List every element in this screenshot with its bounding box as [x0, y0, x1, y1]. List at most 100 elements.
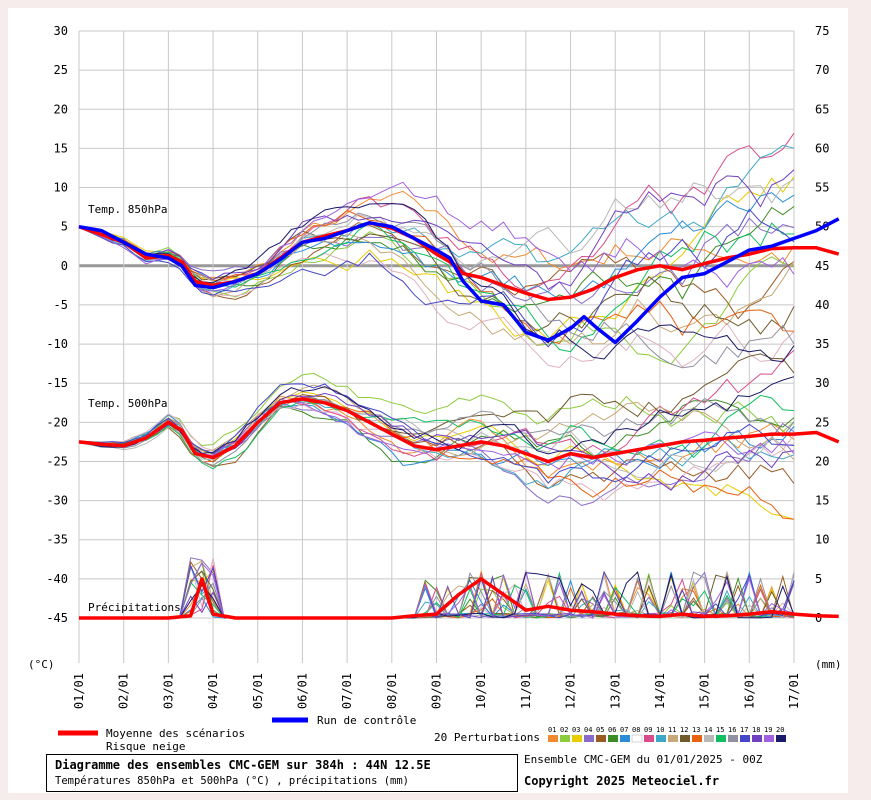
- pert-swatch: [620, 735, 630, 742]
- footer-title-box: Diagramme des ensembles CMC-GEM sur 384h…: [46, 754, 518, 792]
- perturbation-legend: 01 02 03 04 05 06 07 08 09 10 11 12 13 14 15 16 17 18 19 20: [548, 726, 786, 743]
- pert-number: 10: [656, 726, 664, 734]
- pert-number: 08: [632, 726, 640, 734]
- ensemble-mean-line-t500: [78, 397, 840, 464]
- pert-swatch: [608, 735, 618, 742]
- t850-label: Temp. 850hPa: [88, 203, 167, 216]
- pert-number: 05: [596, 726, 604, 734]
- right-tick-label: 5: [815, 572, 822, 586]
- pert-number: 01: [548, 726, 556, 734]
- left-tick-label: 15: [54, 141, 68, 155]
- pert-swatch: [631, 734, 643, 743]
- x-tick-label: 06/01: [295, 673, 309, 709]
- perturbation-line: [78, 225, 795, 335]
- right-tick-label: 40: [815, 298, 829, 312]
- perturbation-line: [78, 394, 795, 470]
- legend-control-label: Run de contrôle: [317, 714, 416, 727]
- footer-copyright: Copyright 2025 Meteociel.fr: [524, 774, 720, 788]
- pert-swatch: [704, 735, 714, 742]
- pert-swatch: [692, 735, 702, 742]
- perturbation-line: [78, 176, 795, 341]
- left-tick-label: -45: [46, 611, 68, 625]
- right-tick-label: 30: [815, 376, 829, 390]
- right-tick-label: 70: [815, 63, 829, 77]
- left-tick-label: 5: [61, 220, 68, 234]
- footer-subtitle: Températures 850hPa et 500hPa (°C) , pré…: [55, 775, 410, 787]
- left-tick-label: -30: [46, 494, 68, 508]
- x-tick-label: 11/01: [519, 673, 533, 709]
- grid-lines: [78, 30, 795, 663]
- pert-swatch: [740, 735, 750, 742]
- x-tick-label: 10/01: [474, 673, 488, 709]
- right-tick-label: 0: [815, 611, 822, 625]
- pert-number: 13: [692, 726, 700, 734]
- pert-number: 15: [716, 726, 724, 734]
- x-tick-label: 08/01: [385, 673, 399, 709]
- pert-number: 18: [752, 726, 760, 734]
- perturbation-line: [78, 203, 795, 363]
- right-tick-label: 25: [815, 415, 829, 429]
- right-tick-label: 20: [815, 454, 829, 468]
- perturbation-line: [78, 178, 795, 283]
- left-tick-label: 0: [61, 259, 68, 273]
- pert-swatch: [716, 735, 726, 742]
- pert-number: 12: [680, 726, 688, 734]
- right-tick-label: 60: [815, 141, 829, 155]
- perturbation-line: [78, 383, 795, 484]
- pert-swatch: [752, 735, 762, 742]
- pert-number: 09: [644, 726, 652, 734]
- perturbation-line: [78, 397, 795, 466]
- x-tick-label: 12/01: [564, 673, 578, 709]
- x-tick-label: 14/01: [653, 673, 667, 709]
- x-axis-ticks: 01/01 02/01 03/01 04/01 05/01 06/01 07/01 08/01…: [72, 673, 801, 709]
- pert-number: 03: [572, 726, 580, 734]
- right-unit-label: (mm): [815, 658, 842, 671]
- x-tick-label: 07/01: [340, 673, 354, 709]
- left-tick-label: -20: [46, 415, 68, 429]
- perturbation-line: [78, 349, 795, 461]
- right-tick-label: 75: [815, 24, 829, 38]
- pert-swatch: [596, 735, 606, 742]
- pert-number: 02: [560, 726, 568, 734]
- footer-title: Diagramme des ensembles CMC-GEM sur 384h…: [55, 758, 431, 772]
- pert-swatch: [584, 735, 594, 742]
- pert-swatch: [644, 735, 654, 742]
- ensemble-mean-line-precip: [79, 577, 839, 620]
- right-tick-label: 15: [815, 494, 829, 508]
- left-tick-label: 20: [54, 102, 68, 116]
- left-tick-label: -40: [46, 572, 68, 586]
- perturbation-line: [78, 376, 795, 455]
- left-axis-ticks: 30 25 20 15 10 5 0 -5 -10 -15 -20 -25 -30 -35 -40 -45: [46, 24, 68, 625]
- footer-run-line: Ensemble CMC-GEM du 01/01/2025 - 00Z: [524, 753, 763, 766]
- x-tick-label: 02/01: [117, 673, 131, 709]
- pert-swatch: [668, 735, 678, 742]
- right-tick-label: 55: [815, 181, 829, 195]
- pert-swatch: [728, 735, 738, 742]
- pert-swatch: [776, 735, 786, 742]
- pert-swatch: [560, 735, 570, 742]
- pert-number: 20: [776, 726, 784, 734]
- pert-number: 11: [668, 726, 676, 734]
- pert-swatch: [656, 735, 666, 742]
- t500-label: Temp. 500hPa: [88, 397, 167, 410]
- left-unit-label: (°C): [28, 658, 55, 671]
- x-tick-label: 03/01: [161, 673, 175, 709]
- control-run-line: [78, 217, 840, 345]
- pert-number: 17: [740, 726, 748, 734]
- left-tick-label: 30: [54, 24, 68, 38]
- right-tick-label: 65: [815, 102, 829, 116]
- pert-swatch: [548, 735, 558, 742]
- pert-number: 16: [728, 726, 736, 734]
- perturbation-line: [78, 169, 795, 290]
- x-tick-label: 17/01: [787, 673, 801, 709]
- left-tick-label: -5: [54, 298, 68, 312]
- legend-snow-label: Risque neige: [106, 740, 185, 753]
- series-lines: [78, 217, 840, 620]
- perturbation-line: [78, 208, 795, 348]
- left-tick-label: -25: [46, 454, 68, 468]
- pert-number: 04: [584, 726, 592, 734]
- legend-perturbations-label: 20 Perturbations: [434, 731, 540, 744]
- pert-number: 06: [608, 726, 616, 734]
- left-tick-label: 25: [54, 63, 68, 77]
